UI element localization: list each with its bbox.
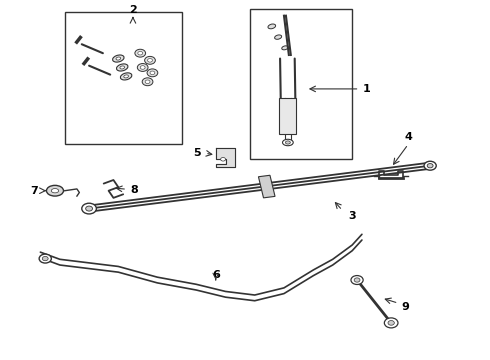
Bar [258,175,275,198]
Ellipse shape [283,139,293,146]
Text: 4: 4 [404,132,412,142]
Text: 3: 3 [348,211,356,221]
Ellipse shape [286,141,290,144]
Ellipse shape [147,59,152,62]
Ellipse shape [145,57,155,64]
Text: 8: 8 [130,185,138,195]
Ellipse shape [121,73,132,80]
Ellipse shape [124,75,128,78]
Ellipse shape [145,80,150,84]
Ellipse shape [147,69,158,77]
Text: 9: 9 [401,302,409,312]
Ellipse shape [268,24,276,29]
Ellipse shape [427,163,433,168]
Bar [250,9,352,158]
Text: 2: 2 [129,5,137,15]
Ellipse shape [39,254,51,263]
Polygon shape [216,148,235,167]
Ellipse shape [117,64,128,71]
Ellipse shape [354,278,360,282]
Text: 1: 1 [363,84,370,94]
Ellipse shape [424,161,436,170]
Ellipse shape [135,49,146,57]
Ellipse shape [282,46,288,50]
Ellipse shape [86,206,93,211]
Ellipse shape [51,189,59,193]
Ellipse shape [142,78,153,86]
Ellipse shape [116,57,121,60]
Ellipse shape [384,318,398,328]
Bar [279,98,296,134]
Text: 7: 7 [30,186,38,196]
Ellipse shape [220,157,225,161]
Ellipse shape [113,55,124,62]
Ellipse shape [42,256,48,261]
Text: 5: 5 [194,148,201,158]
Ellipse shape [351,275,363,284]
Ellipse shape [388,320,394,325]
Ellipse shape [150,71,155,75]
Ellipse shape [47,185,64,196]
Bar [65,12,182,144]
Ellipse shape [120,66,124,69]
Ellipse shape [140,66,145,69]
Ellipse shape [274,35,282,39]
Ellipse shape [137,64,148,71]
Ellipse shape [82,203,97,214]
Text: 6: 6 [212,270,220,280]
Ellipse shape [138,51,143,55]
